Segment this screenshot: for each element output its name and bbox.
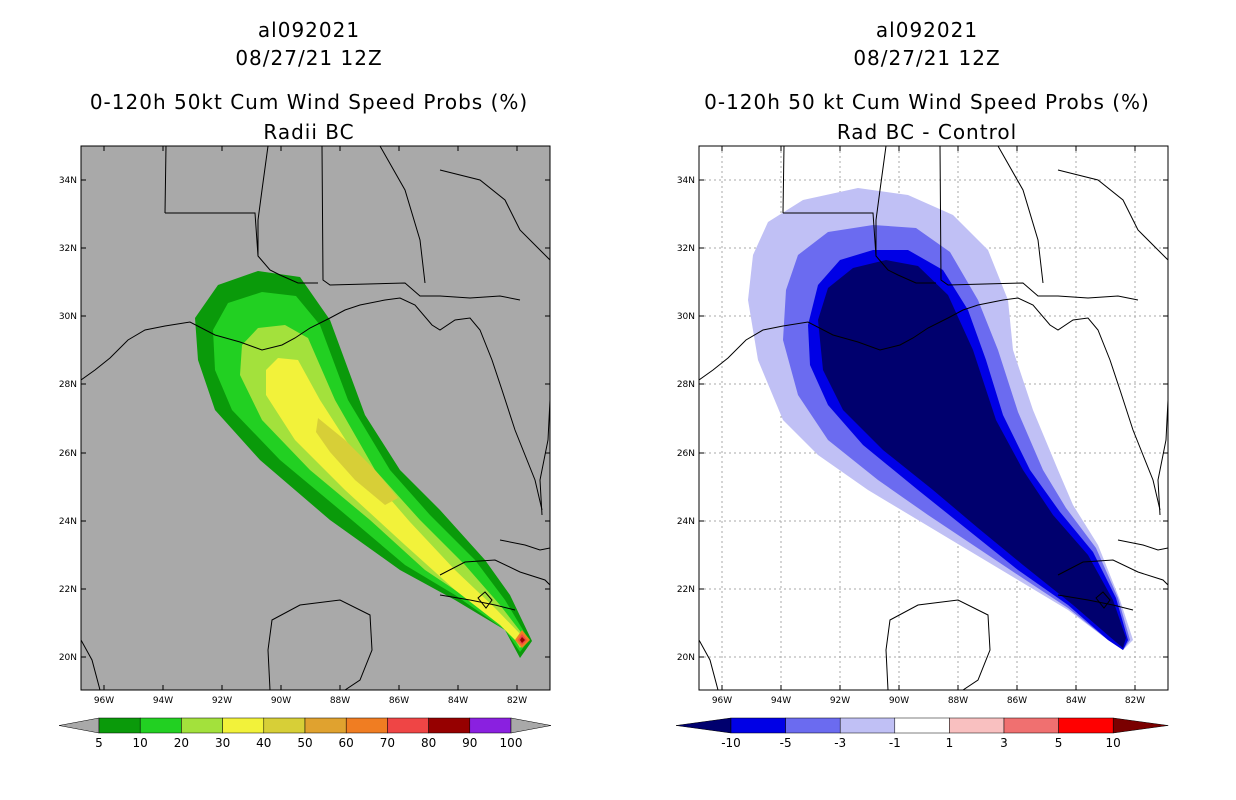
colorbar-label: -1 bbox=[889, 736, 901, 750]
lat-label: 26N bbox=[677, 449, 695, 459]
colorbar-label: 30 bbox=[215, 736, 230, 750]
lon-label: 86W bbox=[389, 696, 409, 706]
colorbar-swatch bbox=[139, 717, 182, 734]
lat-label: 26N bbox=[59, 449, 77, 459]
map-subtitle: Radii BC bbox=[263, 120, 355, 144]
colorbar-swatch bbox=[345, 717, 388, 734]
lon-label: 96W bbox=[94, 696, 114, 706]
lat-label: 32N bbox=[59, 244, 77, 254]
map-title: 0-120h 50kt Cum Wind Speed Probs (%) bbox=[89, 90, 529, 114]
colorbar-swatch bbox=[222, 717, 265, 734]
left-panel: al092021 08/27/21 12Z 0-120h 50kt Cum Wi… bbox=[58, 18, 552, 750]
lon-label: 88W bbox=[330, 696, 350, 706]
lat-label: 28N bbox=[677, 380, 695, 390]
prob-band-40 bbox=[316, 418, 398, 505]
lat-label: 34N bbox=[59, 176, 77, 186]
lat-label: 24N bbox=[677, 517, 695, 527]
map-subtitle: Rad BC - Control bbox=[836, 120, 1018, 144]
colorbar-swatch bbox=[428, 717, 471, 734]
lon-label: 92W bbox=[212, 696, 232, 706]
colorbar-swatch bbox=[785, 717, 841, 734]
colorbar-label: -3 bbox=[834, 736, 846, 750]
lon-label: 90W bbox=[271, 696, 291, 706]
right-colorbar: -10 -5 -3 -1 1 3 5 10 bbox=[675, 717, 1169, 750]
colorbar-under-arrow bbox=[675, 717, 732, 734]
colorbar-over-arrow bbox=[1112, 717, 1169, 734]
colorbar-swatch bbox=[730, 717, 786, 734]
colorbar-swatch bbox=[263, 717, 306, 734]
lat-label: 22N bbox=[677, 585, 695, 595]
colorbar-label: 40 bbox=[256, 736, 271, 750]
map-title: 0-120h 50 kt Cum Wind Speed Probs (%) bbox=[704, 90, 1150, 114]
colorbar-label: 90 bbox=[462, 736, 477, 750]
lat-label: 24N bbox=[59, 517, 77, 527]
lon-label: 82W bbox=[1125, 696, 1145, 706]
colorbar-label: -5 bbox=[780, 736, 792, 750]
left-map: 34N 32N 30N 28N 26N 24N 22N 20N 96W 94W 92W 90W 88W… bbox=[59, 145, 551, 706]
axis-ticks bbox=[81, 146, 550, 690]
difference-contours bbox=[748, 188, 1133, 650]
colorbar-under-arrow bbox=[58, 717, 100, 734]
lat-label: 32N bbox=[677, 244, 695, 254]
colorbar-over-arrow bbox=[510, 717, 552, 734]
storm-id-label: al092021 bbox=[875, 18, 979, 42]
colorbar-swatch bbox=[387, 717, 429, 734]
lon-label: 96W bbox=[712, 696, 732, 706]
coastlines-and-borders bbox=[699, 146, 1168, 690]
colorbar-label: 5 bbox=[95, 736, 103, 750]
colorbar-label: 3 bbox=[1000, 736, 1008, 750]
colorbar-swatch bbox=[839, 717, 896, 734]
colorbar-label: 5 bbox=[1055, 736, 1063, 750]
datetime-label: 08/27/21 12Z bbox=[853, 46, 1001, 70]
axis-ticks bbox=[699, 146, 1168, 690]
latitude-labels: 34N 32N 30N 28N 26N 24N 22N 20N bbox=[59, 176, 77, 663]
datetime-label: 08/27/21 12Z bbox=[235, 46, 383, 70]
colorbar-label: 60 bbox=[339, 736, 354, 750]
lon-label: 94W bbox=[153, 696, 173, 706]
prob-band-90 bbox=[520, 637, 525, 643]
colorbar-swatch bbox=[949, 717, 1005, 734]
lon-label: 84W bbox=[1066, 696, 1086, 706]
left-colorbar: 5 10 20 30 40 50 60 70 80 90 100 bbox=[58, 717, 552, 750]
colorbar-swatch bbox=[304, 717, 347, 734]
lon-label: 82W bbox=[507, 696, 527, 706]
colorbar-label: 20 bbox=[174, 736, 189, 750]
colorbar-label: 80 bbox=[421, 736, 436, 750]
lat-label: 34N bbox=[677, 176, 695, 186]
colorbar-label: 100 bbox=[500, 736, 523, 750]
lat-label: 30N bbox=[677, 312, 695, 322]
longitude-labels: 96W 94W 92W 90W 88W 86W 84W 82W bbox=[94, 696, 527, 706]
colorbar-swatch bbox=[1003, 717, 1059, 734]
latitude-labels: 34N 32N 30N 28N 26N 24N 22N 20N bbox=[677, 176, 695, 663]
lon-label: 92W bbox=[830, 696, 850, 706]
coastlines-and-borders bbox=[81, 146, 550, 690]
lon-label: 88W bbox=[948, 696, 968, 706]
lat-label: 20N bbox=[677, 653, 695, 663]
right-map: 34N 32N 30N 28N 26N 24N 22N 20N 96W 94W 92W 90W 88W… bbox=[677, 145, 1169, 706]
lon-label: 94W bbox=[771, 696, 791, 706]
colorbar-label: 50 bbox=[297, 736, 312, 750]
colorbar-swatch bbox=[1058, 717, 1114, 734]
diff-band-minus-10 bbox=[818, 260, 1126, 648]
colorbar-label: 1 bbox=[946, 736, 954, 750]
longitude-labels: 96W 94W 92W 90W 88W 86W 84W 82W bbox=[712, 696, 1145, 706]
lat-label: 28N bbox=[59, 380, 77, 390]
storm-id-label: al092021 bbox=[257, 18, 361, 42]
colorbar-label: -10 bbox=[721, 736, 741, 750]
colorbar-swatch bbox=[181, 717, 223, 734]
lat-label: 30N bbox=[59, 312, 77, 322]
colorbar-label: 10 bbox=[133, 736, 148, 750]
lon-label: 86W bbox=[1007, 696, 1027, 706]
lon-label: 84W bbox=[448, 696, 468, 706]
colorbar-swatch bbox=[98, 717, 141, 734]
colorbar-label: 10 bbox=[1106, 736, 1121, 750]
right-panel: al092021 08/27/21 12Z 0-120h 50 kt Cum W… bbox=[618, 0, 1236, 800]
colorbar-swatch bbox=[469, 717, 512, 734]
colorbar-swatch bbox=[894, 717, 950, 734]
lon-label: 90W bbox=[889, 696, 909, 706]
lat-label: 22N bbox=[59, 585, 77, 595]
lat-label: 20N bbox=[59, 653, 77, 663]
colorbar-label: 70 bbox=[380, 736, 395, 750]
